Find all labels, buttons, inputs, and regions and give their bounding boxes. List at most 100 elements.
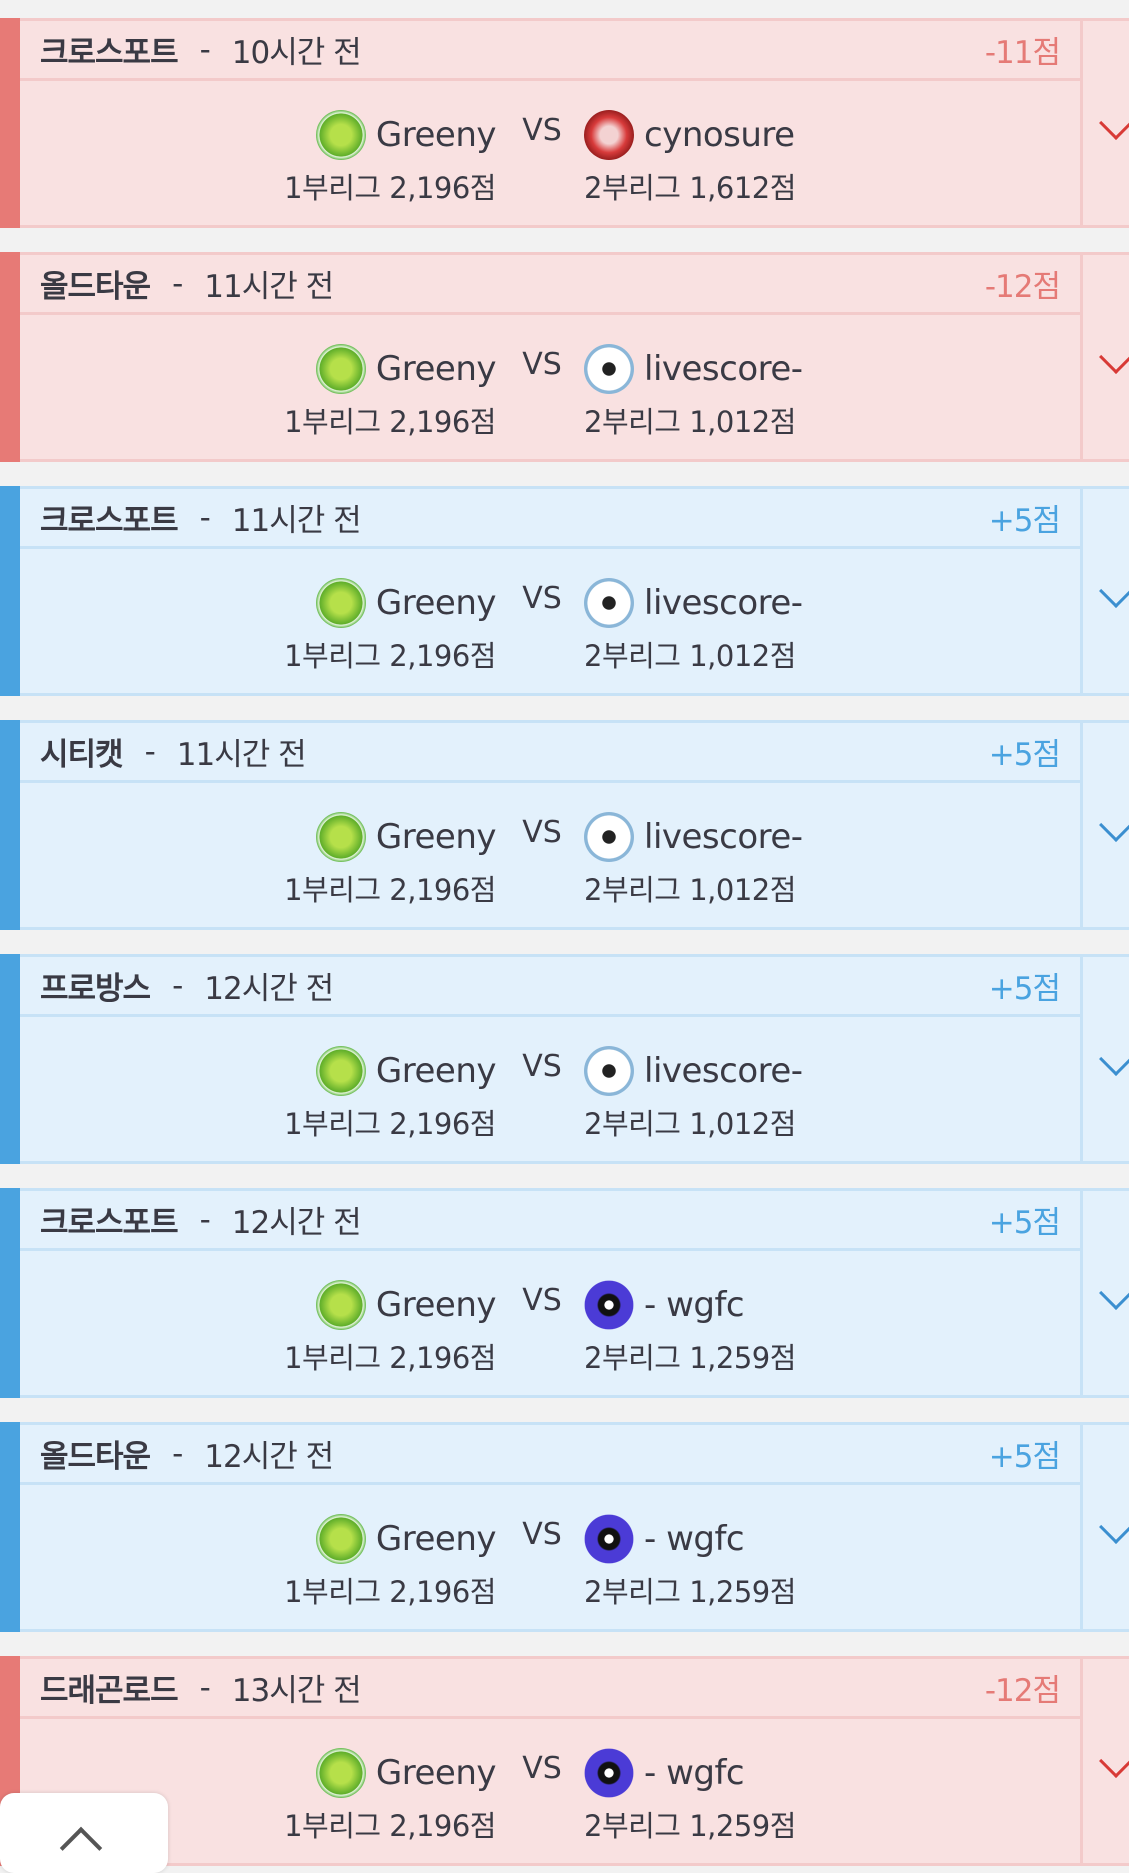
right-team-score: 2부리그 1,259점 bbox=[584, 1341, 796, 1375]
right-team[interactable]: livescore- bbox=[584, 811, 803, 863]
team-emblem-icon bbox=[584, 578, 634, 628]
result-bar bbox=[0, 486, 20, 696]
right-team-score: 2부리그 1,012점 bbox=[584, 1107, 796, 1141]
left-team[interactable]: Greeny bbox=[315, 811, 497, 863]
right-team-score: 2부리그 1,012점 bbox=[584, 639, 796, 673]
match-time: 11시간 전 bbox=[231, 503, 362, 539]
team-emblem-icon bbox=[584, 812, 634, 862]
match-card[interactable]: 시티캣 - 11시간 전 +5점 Greeny VS livescore- 1부… bbox=[0, 720, 1129, 930]
team-emblem-icon bbox=[584, 1280, 634, 1330]
match-main: 시티캣 - 11시간 전 +5점 Greeny VS livescore- 1부… bbox=[20, 723, 1083, 927]
chevron-down-icon[interactable] bbox=[1099, 340, 1129, 374]
match-card[interactable]: 올드타운 - 11시간 전 -12점 Greeny VS livescore- … bbox=[0, 252, 1129, 462]
right-team[interactable]: livescore- bbox=[584, 1045, 803, 1097]
team-emblem-icon bbox=[584, 1748, 634, 1798]
team-emblem-icon bbox=[315, 344, 366, 394]
points-change: +5점 bbox=[988, 1205, 1061, 1241]
left-team[interactable]: Greeny bbox=[315, 343, 497, 395]
match-main: 크로스포트 - 12시간 전 +5점 Greeny VS - wgfc 1부리그… bbox=[20, 1191, 1083, 1395]
chevron-down-icon[interactable] bbox=[1099, 1744, 1129, 1778]
points-change: +5점 bbox=[988, 737, 1061, 773]
team-name: Greeny bbox=[375, 115, 497, 155]
points-change: +5점 bbox=[988, 971, 1061, 1007]
chevron-down-icon[interactable] bbox=[1099, 1510, 1129, 1544]
team-name: Greeny bbox=[375, 583, 497, 623]
left-team-score: 1부리그 2,196점 bbox=[284, 1809, 496, 1843]
result-bar bbox=[0, 1188, 20, 1398]
map-name: 드래곤로드 bbox=[40, 1673, 179, 1709]
right-team-score: 2부리그 1,259점 bbox=[584, 1809, 796, 1843]
separator: - bbox=[172, 967, 183, 1004]
left-team-score: 1부리그 2,196점 bbox=[284, 1107, 496, 1141]
result-bar bbox=[0, 954, 20, 1164]
match-main: 프로방스 - 12시간 전 +5점 Greeny VS livescore- 1… bbox=[20, 957, 1083, 1161]
right-team[interactable]: - wgfc bbox=[584, 1279, 745, 1331]
chevron-down-icon[interactable] bbox=[1099, 808, 1129, 842]
team-emblem-icon bbox=[315, 1046, 366, 1096]
team-emblem-icon bbox=[315, 578, 366, 628]
right-team[interactable]: livescore- bbox=[584, 577, 803, 629]
left-team-score: 1부리그 2,196점 bbox=[284, 405, 496, 439]
match-header: 크로스포트 - 12시간 전 +5점 bbox=[20, 1191, 1080, 1251]
points-change: -12점 bbox=[984, 1673, 1061, 1709]
left-team-score: 1부리그 2,196점 bbox=[284, 873, 496, 907]
chevron-down-icon[interactable] bbox=[1099, 1042, 1129, 1076]
match-main: 올드타운 - 11시간 전 -12점 Greeny VS livescore- … bbox=[20, 255, 1083, 459]
team-name: - wgfc bbox=[644, 1753, 745, 1793]
match-card[interactable]: 크로스포트 - 12시간 전 +5점 Greeny VS - wgfc 1부리그… bbox=[0, 1188, 1129, 1398]
chevron-up-icon bbox=[59, 1826, 103, 1870]
points-change: -12점 bbox=[984, 269, 1061, 305]
right-team[interactable]: - wgfc bbox=[584, 1513, 745, 1565]
match-card[interactable]: 드래곤로드 - 13시간 전 -12점 Greeny VS - wgfc 1부리… bbox=[0, 1656, 1129, 1866]
team-name: livescore- bbox=[644, 583, 803, 623]
map-name: 올드타운 bbox=[40, 269, 151, 305]
team-emblem-icon bbox=[584, 344, 634, 394]
match-card[interactable]: 프로방스 - 12시간 전 +5점 Greeny VS livescore- 1… bbox=[0, 954, 1129, 1164]
left-team[interactable]: Greeny bbox=[315, 1279, 497, 1331]
right-team[interactable]: - wgfc bbox=[584, 1747, 745, 1799]
vs-label: VS bbox=[522, 1049, 562, 1084]
chevron-down-icon[interactable] bbox=[1099, 106, 1129, 140]
team-emblem-icon bbox=[315, 1748, 366, 1798]
right-team-score: 2부리그 1,012점 bbox=[584, 873, 796, 907]
match-header: 크로스포트 - 11시간 전 +5점 bbox=[20, 489, 1080, 549]
vs-label: VS bbox=[522, 347, 562, 382]
match-header: 크로스포트 - 10시간 전 -11점 bbox=[20, 21, 1080, 81]
team-emblem-icon bbox=[584, 1514, 634, 1564]
match-card[interactable]: 올드타운 - 12시간 전 +5점 Greeny VS - wgfc 1부리그 … bbox=[0, 1422, 1129, 1632]
team-emblem-icon bbox=[584, 1046, 634, 1096]
right-team[interactable]: cynosure bbox=[584, 109, 795, 161]
left-team[interactable]: Greeny bbox=[315, 109, 497, 161]
match-main: 올드타운 - 12시간 전 +5점 Greeny VS - wgfc 1부리그 … bbox=[20, 1425, 1083, 1629]
match-time: 12시간 전 bbox=[204, 1439, 334, 1475]
left-team-score: 1부리그 2,196점 bbox=[284, 639, 496, 673]
points-change: +5점 bbox=[988, 1439, 1061, 1475]
match-time: 10시간 전 bbox=[231, 35, 362, 71]
team-name: livescore- bbox=[644, 1051, 803, 1091]
chevron-down-icon[interactable] bbox=[1099, 1276, 1129, 1310]
map-name: 시티캣 bbox=[40, 737, 124, 773]
left-team[interactable]: Greeny bbox=[315, 1747, 497, 1799]
vs-label: VS bbox=[522, 815, 562, 850]
team-emblem-icon bbox=[315, 812, 366, 862]
match-time: 12시간 전 bbox=[204, 971, 334, 1007]
left-team[interactable]: Greeny bbox=[315, 1513, 497, 1565]
team-emblem-icon bbox=[584, 110, 634, 160]
result-bar bbox=[0, 1422, 20, 1632]
result-bar bbox=[0, 720, 20, 930]
right-team[interactable]: livescore- bbox=[584, 343, 803, 395]
match-header: 올드타운 - 12시간 전 +5점 bbox=[20, 1425, 1080, 1485]
left-team[interactable]: Greeny bbox=[315, 1045, 497, 1097]
match-card[interactable]: 크로스포트 - 10시간 전 -11점 Greeny VS cynosure 1… bbox=[0, 18, 1129, 228]
left-team[interactable]: Greeny bbox=[315, 577, 497, 629]
scroll-top-button[interactable] bbox=[0, 1793, 168, 1873]
map-name: 크로스포트 bbox=[40, 35, 179, 71]
match-header: 드래곤로드 - 13시간 전 -12점 bbox=[20, 1659, 1080, 1719]
right-team-score: 2부리그 1,012점 bbox=[584, 405, 796, 439]
map-name: 크로스포트 bbox=[40, 503, 179, 539]
vs-label: VS bbox=[522, 1751, 562, 1786]
match-card[interactable]: 크로스포트 - 11시간 전 +5점 Greeny VS livescore- … bbox=[0, 486, 1129, 696]
separator: - bbox=[199, 31, 211, 68]
right-team-score: 2부리그 1,259점 bbox=[584, 1575, 796, 1609]
chevron-down-icon[interactable] bbox=[1099, 574, 1129, 608]
